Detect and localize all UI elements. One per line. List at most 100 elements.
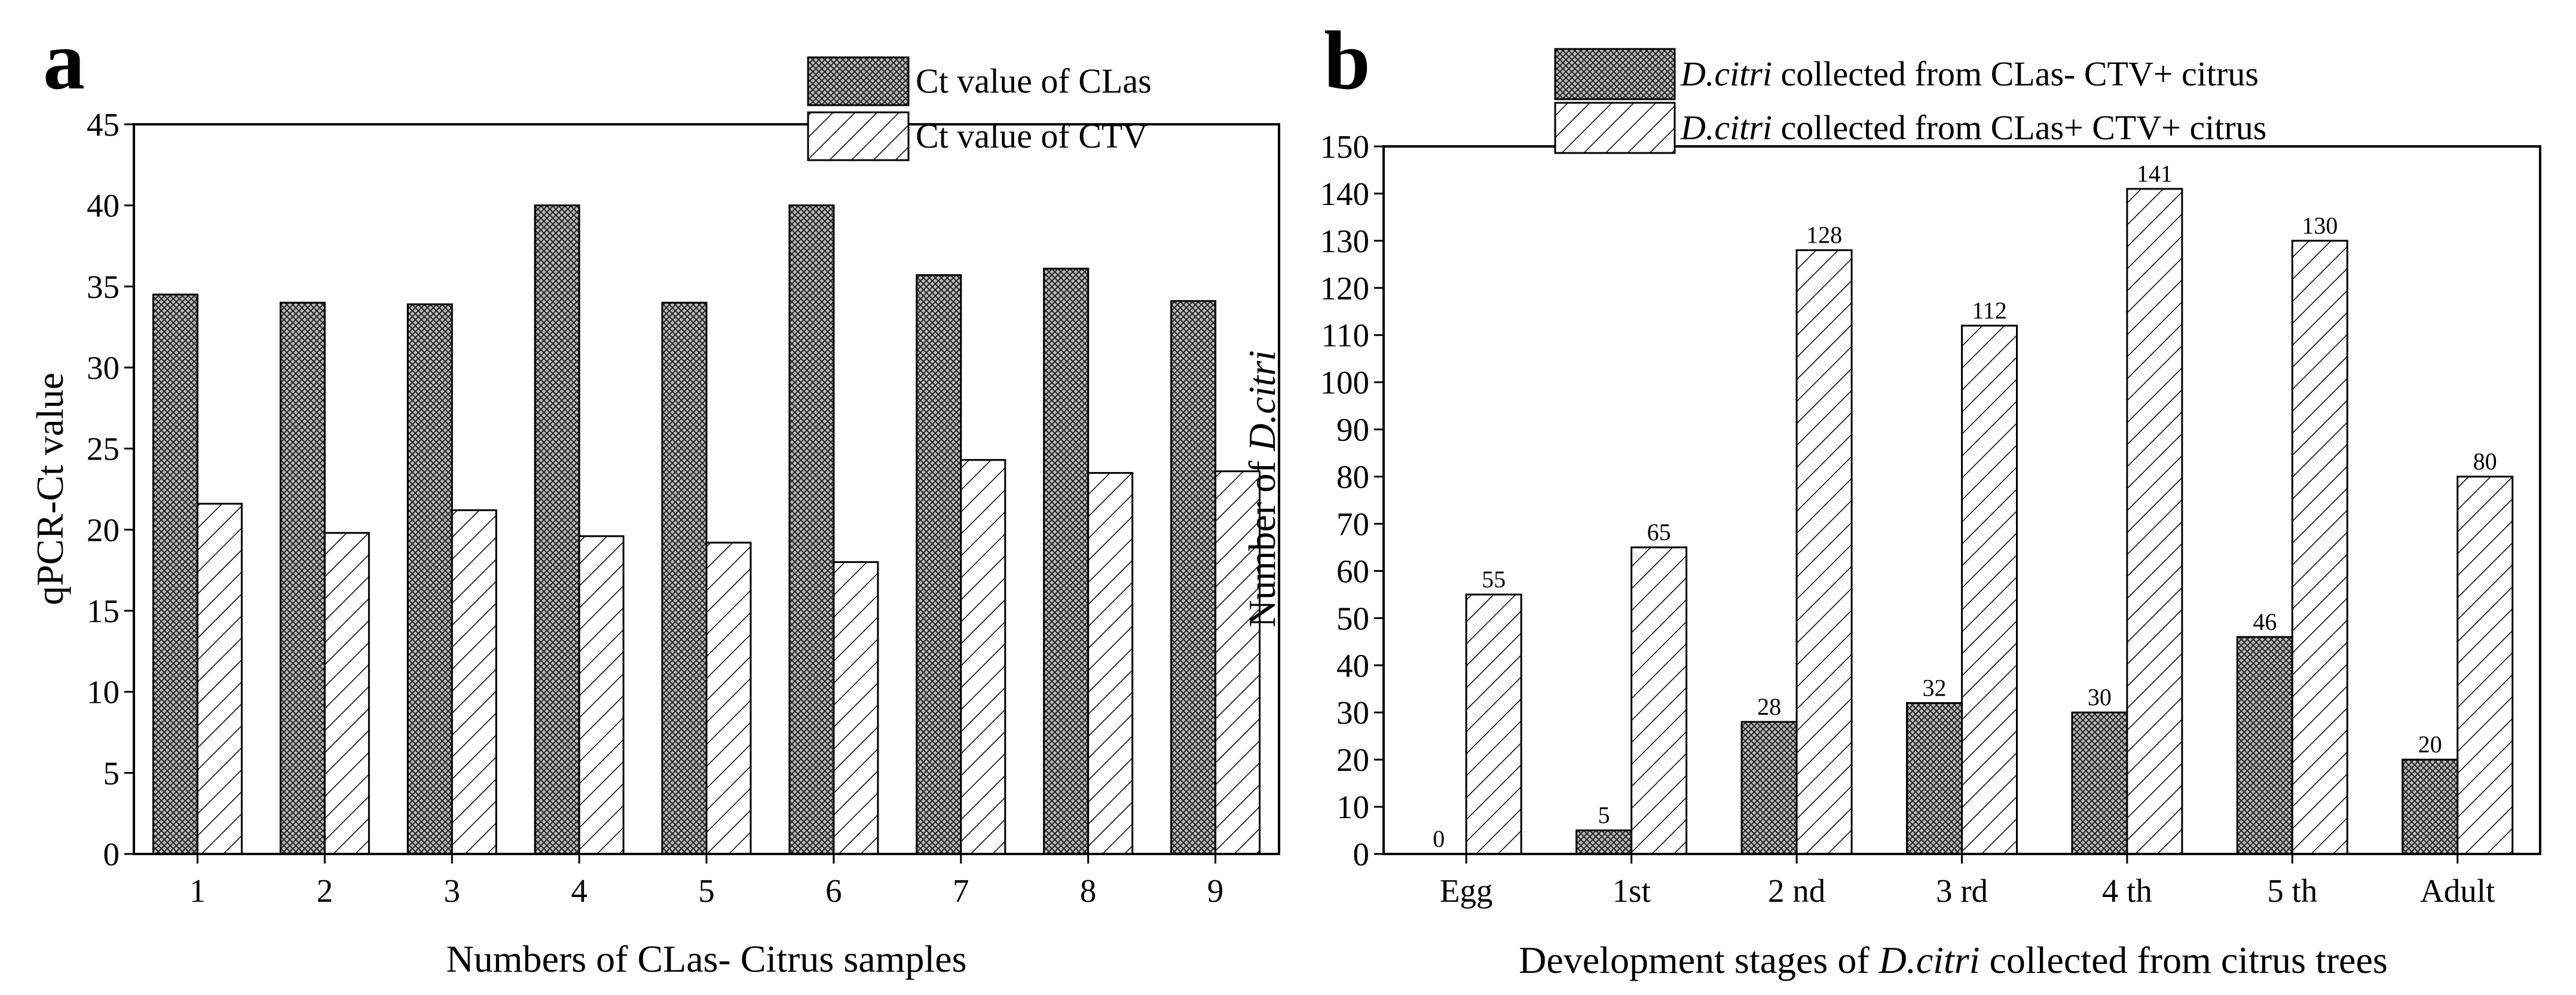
panel-a-plot-frame: [133, 123, 1280, 855]
panel-b-y-tick-label: 90: [1336, 412, 1369, 448]
panel-a-bar-s2-4: [578, 535, 625, 855]
panel-b-legend-species-1: D.citri: [1680, 54, 1772, 93]
panel-b-legend-swatch-clas-neg: [1554, 48, 1676, 100]
panel-a-x-tick-label: 3: [443, 872, 460, 909]
panel-a-legend-swatch-ctv: [807, 111, 910, 161]
panel-b-plot-frame: [1382, 145, 2541, 855]
panel-b-y-tick-label: 150: [1320, 128, 1370, 165]
panel-a-y-tick-label: 5: [103, 755, 120, 791]
panel-b-legend-label-clas-neg: D.citri collected from CLas- CTV+ citrus: [1680, 54, 2259, 93]
panel-b-label: b: [1324, 14, 1370, 107]
panel-a-legend-swatch-clas: [807, 56, 910, 106]
panel-b-legend-rest-2: collected from CLas+ CTV+ citrus: [1772, 108, 2266, 147]
panel-a-y-tick-label: 20: [87, 512, 120, 548]
panel-b-y-tick-label: 0: [1353, 836, 1370, 872]
panel-b-bar-s2-5: [2126, 188, 2183, 855]
panel-b-bar-s2-6: [2291, 240, 2348, 855]
panel-b-bar-s1-5: [2071, 711, 2128, 855]
panel-b-data-label-s2-2: 65: [1647, 519, 1671, 546]
panel-a-x-tick-label: 2: [317, 872, 334, 909]
panel-b-legend-label-clas-pos: D.citri collected from CLas+ CTV+ citrus: [1680, 108, 2266, 147]
panel-a-bar-s2-7: [960, 459, 1006, 855]
panel-a-bar-s1-5: [661, 301, 708, 855]
panel-a-bar-s1-7: [916, 274, 962, 855]
panel-b-y-axis-title-species: D.citri: [1241, 350, 1283, 452]
panel-a-y-tick-label: 30: [87, 350, 120, 386]
panel-a-bar-s1-9: [1170, 300, 1217, 855]
panel-b-x-tick-label: 5 th: [2267, 872, 2317, 909]
panel-b-bar-s1-2: [1575, 829, 1633, 855]
panel-a-x-tick-label: 9: [1207, 872, 1224, 909]
panel-a-y-axis-title: qPCR-Ct value: [29, 372, 71, 605]
panel-b-x-tick-label: 2 nd: [1768, 872, 1825, 909]
panel-b-y-tick-label: 50: [1336, 600, 1369, 636]
panel-b-data-label-s1-2: 5: [1598, 802, 1610, 829]
panel-b-y-tick-label: 60: [1336, 553, 1369, 589]
panel-a-bar-s2-3: [451, 509, 497, 855]
panel-b-bar-s2-7: [2456, 476, 2514, 855]
panel-b-y-tick-label: 120: [1320, 270, 1370, 307]
panel-b-legend-species-2: D.citri: [1680, 108, 1772, 147]
panel-b-x-axis-title-prefix: Development stages of: [1519, 939, 1879, 981]
panel-b-x-tick-label: 3 rd: [1936, 872, 1988, 909]
panel-b-x-tick-label: 4 th: [2102, 872, 2152, 909]
panel-b-y-tick-label: 100: [1320, 365, 1370, 401]
panel-a-x-tick-label: 8: [1080, 872, 1097, 909]
panel-a-bar-s1-3: [406, 303, 453, 855]
panel-b-x-ticks: Egg 1st 2 nd 3 rd 4 th 5 th Adult: [1440, 854, 2495, 909]
panel-b-y-tick-label: 140: [1320, 176, 1370, 212]
panel-b-y-tick-label: 70: [1336, 506, 1369, 542]
panel-a-bar-s1-8: [1043, 267, 1090, 855]
panel-a-label: a: [43, 14, 85, 107]
panel-b-y-tick-label: 40: [1336, 647, 1369, 684]
panel-b-y-tick-label: 30: [1336, 694, 1369, 731]
panel-b-x-axis-title-species: D.citri: [1879, 939, 1980, 981]
panel-a-x-tick-label: 7: [953, 872, 969, 909]
panel-a-bar-s1-6: [788, 204, 835, 855]
panel-a-bar-s1-4: [534, 204, 580, 855]
panel-b-legend: D.citri collected from CLas- CTV+ citrus…: [1554, 48, 2266, 154]
panel-b-data-label-s2-1: 55: [1482, 566, 1506, 593]
panel-a-bar-s2-6: [833, 561, 879, 855]
panel-a-bar-s2-8: [1087, 472, 1134, 855]
panel-a-y-tick-label: 15: [87, 593, 120, 629]
panel-b-bar-s1-7: [2401, 758, 2459, 855]
panel-a-x-ticks: 1 2 3 4 5 6 7 8 9: [189, 854, 1224, 909]
panel-b-x-tick-label: Adult: [2420, 872, 2495, 909]
panel-b-x-axis-title: Development stages of D.citri collected …: [1519, 939, 2388, 981]
panel-a-legend-label-clas: Ct value of CLas: [916, 62, 1152, 100]
panel-b-bar-s2-1: [1465, 593, 1522, 855]
panel-b-data-label-s1-4: 32: [1923, 674, 1947, 701]
panel-b-data-label-s2-5: 141: [2137, 160, 2173, 187]
panel-a-bars: [152, 204, 1261, 855]
panel-a-bar-s2-9: [1214, 470, 1261, 855]
panel-b-data-label-s1-1: 0: [1433, 825, 1445, 852]
panel-b-y-axis-title-prefix: Number of: [1241, 451, 1283, 627]
panel-a-y-ticks: 0 5 10 15 20 25 30 35 40 45: [87, 106, 134, 872]
panel-b-data-label-s2-3: 128: [1806, 222, 1842, 249]
panel-b-x-axis-title-suffix: collected from citrus trees: [1980, 939, 2388, 981]
panel-b-bar-s1-6: [2236, 636, 2293, 855]
panel-b-x-tick-label: 1st: [1613, 872, 1651, 909]
panel-a-y-tick-label: 10: [87, 674, 120, 711]
panel-a-x-tick-label: 4: [571, 872, 588, 909]
panel-b-bar-s2-4: [1961, 324, 2018, 855]
panel-b-data-label-s2-7: 80: [2473, 448, 2497, 475]
panel-a-bar-s1-1: [152, 293, 198, 855]
panel-b-bar-s2-2: [1630, 546, 1688, 855]
panel-b-y-tick-label: 130: [1320, 223, 1370, 259]
panel-b-y-ticks: 0 10 20 30 40 50 60 70 80 90 100 110 120 130 140 150: [1320, 128, 1384, 872]
panel-a-x-tick-label: 5: [698, 872, 715, 909]
panel-a-legend: Ct value of CLas Ct value of CTV: [807, 56, 1152, 161]
panel-b-data-label-s1-6: 46: [2253, 608, 2277, 635]
panel-a-bar-s2-5: [705, 541, 752, 855]
panel-b-bar-s2-3: [1795, 249, 1853, 855]
panel-b-y-tick-label: 110: [1321, 317, 1369, 354]
panel-a-bar-s2-2: [323, 532, 370, 855]
panel-b-data-label-s1-5: 30: [2088, 684, 2112, 711]
panel-b-data-label-s1-3: 28: [1757, 693, 1781, 720]
panel-a-y-tick-label: 45: [87, 106, 120, 143]
